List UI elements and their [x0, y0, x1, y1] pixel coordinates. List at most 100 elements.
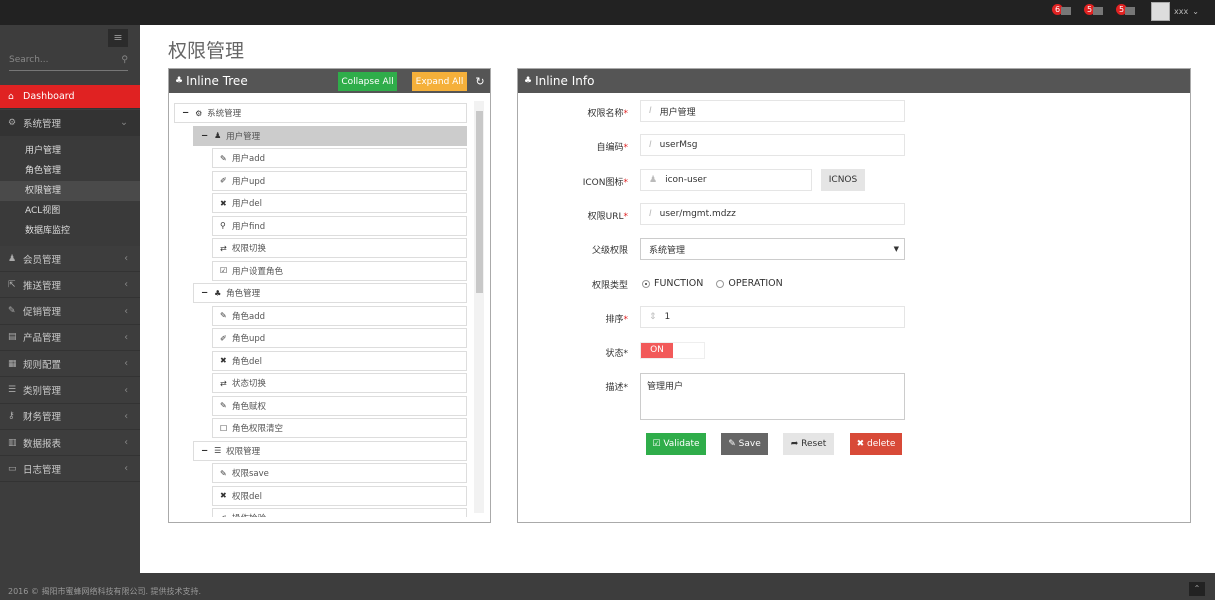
radio-operation[interactable]: OPERATION	[716, 278, 783, 289]
tree-node-label: 权限save	[232, 469, 269, 479]
tree-node[interactable]: ✖ 用户del	[212, 193, 467, 213]
delete-button[interactable]: ✖ delete	[850, 433, 902, 455]
minus-icon[interactable]: −	[201, 130, 209, 141]
sidebar-subitem[interactable]: 用户管理	[25, 146, 62, 156]
sort-input[interactable]: ⇕ 1	[640, 306, 905, 328]
tree-node[interactable]: ⇄ 权限切换	[212, 238, 467, 258]
tree-node[interactable]: ⚲ 用户find	[212, 215, 467, 236]
credit-card-icon: ▭	[8, 463, 17, 474]
desc-textarea[interactable]: 管理用户	[640, 373, 905, 420]
inbox-icon	[1093, 7, 1103, 15]
tree-node[interactable]: ✎ 用户add	[212, 148, 467, 168]
tree-node[interactable]: − ♟ 用户管理	[193, 125, 467, 146]
icons-button[interactable]: ICNOS	[821, 169, 865, 191]
icon-input[interactable]: ♟ icon-user	[640, 169, 812, 191]
tree-node[interactable]: − ☰ 权限管理	[193, 440, 467, 461]
search-input[interactable]: Search... ⚲	[9, 55, 128, 71]
footer: 2016 © 揭阳市蜜蜂网络科技有限公司. 提供技术支持. ⌃	[0, 573, 1215, 600]
sidebar-subitem-active[interactable]: 权限管理	[0, 181, 140, 201]
notification-calendar[interactable]: 5	[1116, 4, 1136, 18]
square-icon: ☐	[220, 423, 228, 433]
sort-icon: ⇕	[649, 312, 657, 322]
sidebar-item[interactable]: ✎ 促销管理 ‹	[0, 299, 140, 325]
times-icon: ✖	[220, 198, 227, 208]
tree-node[interactable]: ⇄ 状态切换	[212, 373, 467, 393]
sidebar-item[interactable]: ⚷ 财务管理 ‹	[0, 404, 140, 430]
status-toggle[interactable]: ON	[640, 342, 705, 359]
tree-scrollbar[interactable]	[474, 101, 484, 513]
tree-node[interactable]: ✖ 权限del	[212, 485, 467, 506]
name-input[interactable]: I 用户管理	[640, 100, 905, 122]
sidebar-item[interactable]: ▭ 日志管理 ‹	[0, 456, 140, 483]
sidebar-subitem[interactable]: 角色管理	[25, 166, 62, 176]
tree-node[interactable]: − ⚙ 系统管理	[174, 103, 467, 123]
sidebar-subitem[interactable]: 数据库监控	[25, 226, 71, 236]
save-button[interactable]: ✎ Save	[721, 433, 768, 455]
page-title: 权限管理	[168, 40, 245, 62]
refresh-icon[interactable]: ↻	[475, 75, 485, 88]
tree-node[interactable]: ✐ 用户upd	[212, 170, 467, 191]
key-icon: ⚷	[8, 411, 15, 422]
tree-node-label: 角色del	[232, 356, 262, 367]
panel-title: Inline Tree	[186, 74, 248, 88]
submenu: 用户管理 角色管理 权限管理 ACL视图 数据库监控	[0, 136, 140, 246]
check-icon: ☑	[652, 439, 664, 449]
tree-panel: ♣ Inline Tree Collapse All Expand All ↻ −…	[168, 68, 491, 523]
expand-all-button[interactable]: Expand All	[412, 72, 467, 91]
chevron-left-icon: ‹	[124, 463, 128, 475]
sitemap-icon: ♣	[524, 76, 533, 86]
notification-inbox[interactable]: 5	[1084, 4, 1104, 18]
scroll-top-button[interactable]: ⌃	[1189, 582, 1205, 596]
tree-node[interactable]: ✎ 权限save	[212, 463, 467, 483]
sidebar-item[interactable]: ♟ 会员管理 ‹	[0, 246, 140, 272]
collapse-all-button[interactable]: Collapse All	[338, 72, 397, 91]
share-icon: ➦	[790, 439, 802, 449]
tree-node[interactable]: ☑ 用户设置角色	[212, 260, 467, 281]
tree-node-label: 用户find	[232, 221, 266, 232]
minus-icon[interactable]: −	[201, 288, 209, 298]
search-icon: ⚲	[121, 55, 128, 65]
sidebar-item[interactable]: ⇱ 推送管理 ‹	[0, 272, 140, 299]
sidebar-item[interactable]: ☰ 类别管理 ‹	[0, 378, 140, 404]
sidebar-item-dashboard[interactable]: ⌂ Dashboard	[0, 85, 140, 109]
pencil-icon: ✎	[220, 468, 227, 478]
tree-node[interactable]: ✐操作检验	[212, 508, 467, 517]
sidebar-item-label: 类别管理	[23, 386, 62, 397]
notification-warning[interactable]: 6	[1052, 4, 1072, 18]
parent-select[interactable]: 系统管理 ▼	[640, 238, 905, 260]
tree-node-label: 用户管理	[226, 131, 261, 142]
text-cursor-icon: I	[649, 106, 652, 116]
share-icon: ⇱	[8, 279, 16, 290]
sidebar-subitem[interactable]: ACL视图	[25, 206, 61, 216]
tree-node[interactable]: ✐ 角色upd	[212, 328, 467, 348]
tree-node[interactable]: ☐ 角色权限清空	[212, 418, 467, 438]
sidebar-item-label: 促销管理	[23, 307, 62, 319]
cogs-icon: ⚙	[195, 108, 203, 118]
tree-node-label: 状态切换	[232, 379, 267, 389]
tree-node[interactable]: ✖ 角色del	[212, 350, 467, 371]
chevron-left-icon: ‹	[124, 437, 128, 449]
validate-button[interactable]: ☑ Validate	[646, 433, 706, 455]
tree-node[interactable]: ✎ 角色add	[212, 305, 467, 326]
minus-icon[interactable]: −	[182, 108, 190, 118]
sidebar-item-label: 系统管理	[23, 118, 62, 130]
sidebar-item[interactable]: ▤ 产品管理 ‹	[0, 325, 140, 351]
radio-function[interactable]: FUNCTION	[642, 278, 703, 289]
tree-node-label: 系统管理	[207, 109, 242, 119]
sidebar-toggle-button[interactable]: ≡	[108, 29, 128, 47]
code-label: 自编码*	[596, 143, 628, 153]
sidebar-item[interactable]: ▦ 规则配置 ‹	[0, 351, 140, 378]
scrollbar-thumb[interactable]	[476, 111, 483, 293]
sidebar-item[interactable]: ▥ 数据报表 ‹	[0, 430, 140, 457]
minus-icon[interactable]: −	[201, 445, 209, 456]
reset-button[interactable]: ➦ Reset	[783, 433, 834, 455]
retweet-icon: ⇄	[220, 243, 227, 253]
user-menu[interactable]: xxx ⌄	[1151, 2, 1199, 21]
tree-node[interactable]: − ♣ 角色管理	[193, 283, 467, 303]
tree-node[interactable]: ✎ 角色赋权	[212, 395, 467, 416]
sidebar-item-system[interactable]: ⚙ 系统管理 ⌄	[0, 110, 140, 136]
text-cursor-icon: I	[649, 140, 652, 150]
sidebar-item-label: 会员管理	[23, 254, 62, 266]
